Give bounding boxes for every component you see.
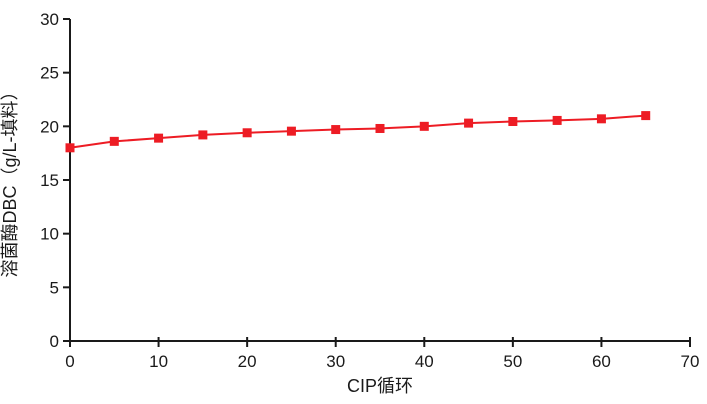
y-axis-tick-label: 25	[40, 64, 59, 83]
x-axis-tick-label: 70	[681, 352, 700, 371]
x-axis-tick-label: 0	[65, 352, 74, 371]
plot-area: 0 5 10 15 20 25 30 0 10 20 30 40 50 60 70	[40, 10, 699, 371]
x-axis-title: CIP循环	[347, 376, 413, 396]
y-axis-tick-label: 30	[40, 10, 59, 29]
y-axis-tick-label: 15	[40, 171, 59, 190]
x-axis-tick-label: 30	[326, 352, 345, 371]
data-point-marker	[286, 126, 296, 136]
data-point-marker	[419, 121, 429, 131]
x-axis-tick-label: 50	[503, 352, 522, 371]
data-point-marker	[242, 128, 252, 138]
y-axis-tick-label: 5	[50, 278, 59, 297]
data-point-marker	[596, 114, 606, 124]
data-point-marker	[331, 125, 341, 135]
data-point-marker	[198, 130, 208, 140]
series-line	[69, 114, 646, 149]
y-axis-tick-label: 20	[40, 117, 59, 136]
y-axis-tick-label: 10	[40, 225, 59, 244]
data-point-marker	[552, 115, 562, 125]
x-axis-tick-label: 60	[592, 352, 611, 371]
x-axis-tick-label: 20	[238, 352, 257, 371]
data-point-marker	[375, 123, 385, 133]
x-axis-tick-label: 10	[149, 352, 168, 371]
y-axis-title: 溶菌酶DBC（g/L-填料）	[0, 82, 20, 277]
y-axis-tick-label: 0	[50, 332, 59, 351]
data-point-marker	[641, 111, 651, 121]
data-point-marker	[508, 117, 518, 127]
data-point-marker	[109, 136, 119, 146]
x-axis-tick-label: 40	[415, 352, 434, 371]
data-point-marker	[65, 143, 75, 153]
data-point-marker	[464, 118, 474, 128]
data-point-marker	[154, 133, 164, 143]
